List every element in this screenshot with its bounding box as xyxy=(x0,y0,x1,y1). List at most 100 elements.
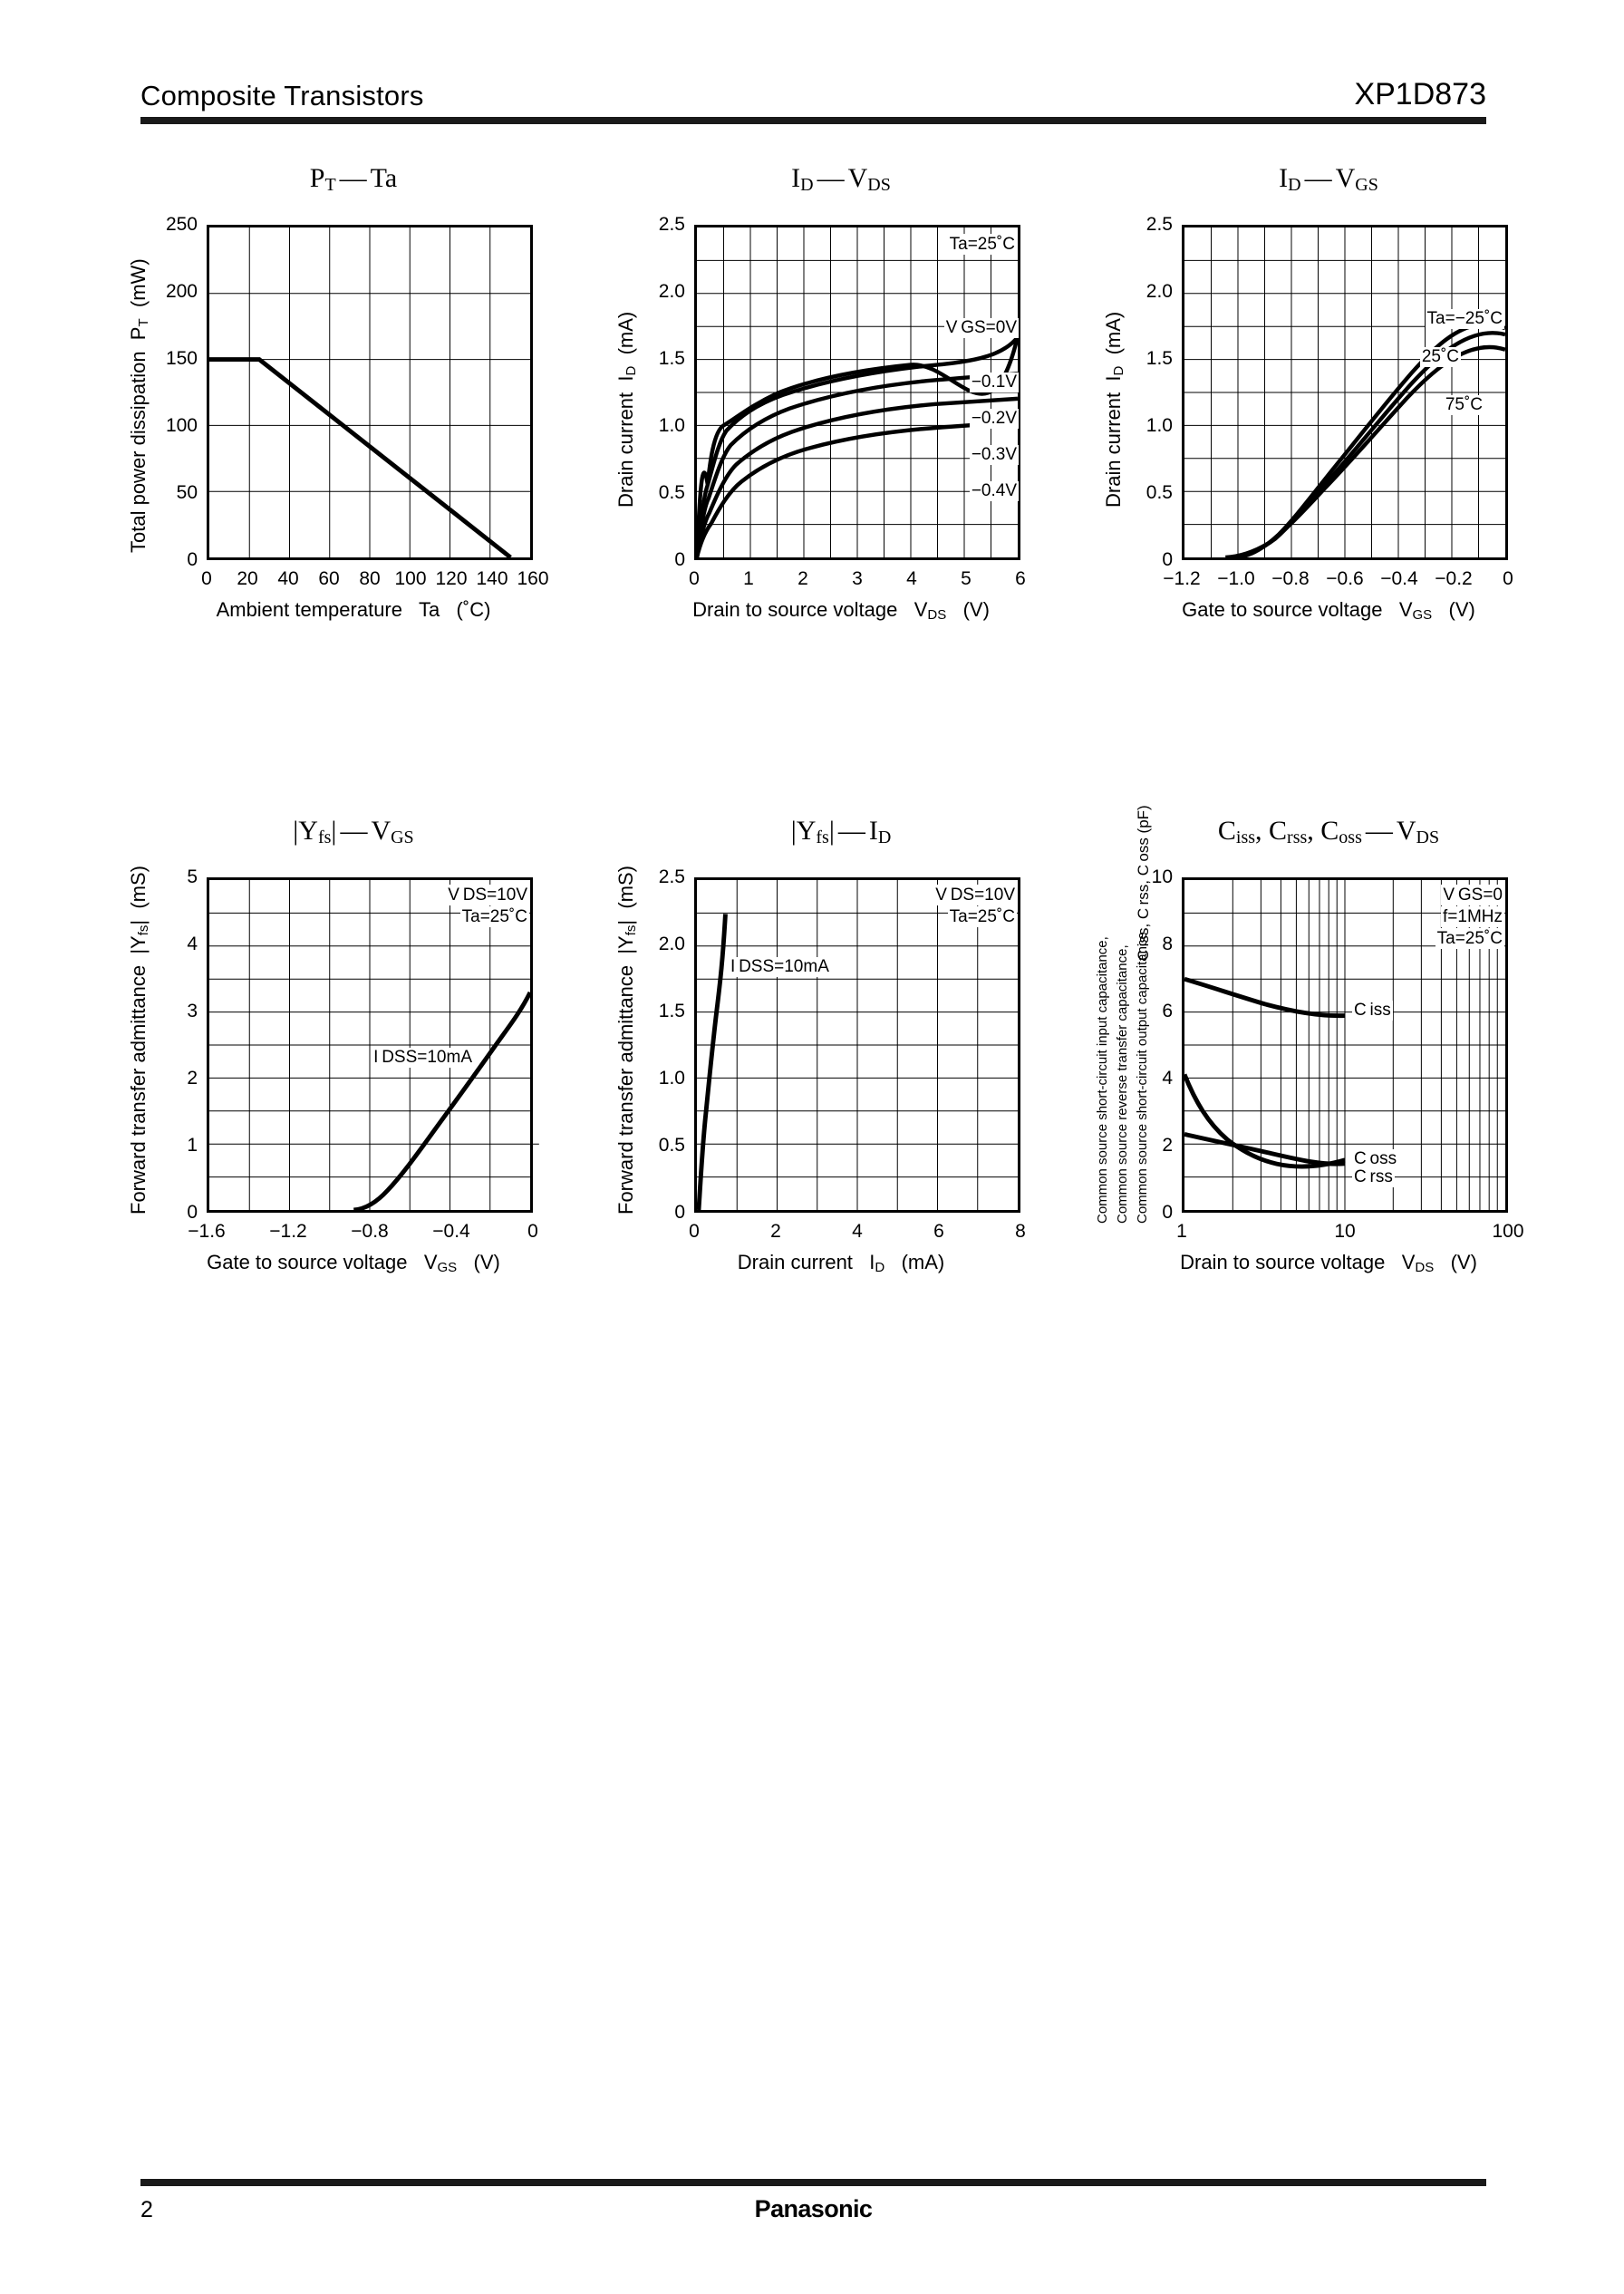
chart-pt-ta: PT — Ta Total power dissipation PT (mW) xyxy=(100,145,607,779)
y-tick: 2.0 xyxy=(658,934,685,954)
x-tick: −0.4 xyxy=(432,1221,470,1242)
y-tick: 2.5 xyxy=(658,866,685,887)
x-tick: 5 xyxy=(961,568,972,589)
page-number: 2 xyxy=(140,2197,153,2222)
plot-svg-capacitance xyxy=(1182,880,1505,1210)
x-tick: 4 xyxy=(906,568,917,589)
plot-svg-yfs-vgs xyxy=(209,880,539,1213)
x-tick: 2 xyxy=(770,1221,781,1242)
x-tick: −1.2 xyxy=(1163,568,1201,589)
x-tick: −1.6 xyxy=(188,1221,226,1242)
plot-svg-yfs-id xyxy=(696,880,1018,1211)
y-tick: 2 xyxy=(187,1068,198,1089)
y-axis-title-id-vds: Drain current ID (mA) xyxy=(614,311,639,508)
x-tick: −1.2 xyxy=(269,1221,307,1242)
y-tick: 0.5 xyxy=(1146,482,1173,503)
y-tick: 4 xyxy=(187,934,198,954)
y-tick: 0 xyxy=(1162,549,1173,570)
chart-id-vds: ID — VDS Drain current ID (mA) xyxy=(587,145,1095,779)
chart-yfs-id: |Yfs| — ID Forward transfer admittance |Yf… xyxy=(587,798,1095,1432)
x-tick: 20 xyxy=(237,568,258,589)
x-tick: 3 xyxy=(852,568,863,589)
x-tick: −0.8 xyxy=(1271,568,1310,589)
x-axis-title-yfs-vgs: Gate to source voltage VGS (V) xyxy=(207,1251,500,1275)
page-header: Composite Transistors XP1D873 xyxy=(140,77,1486,124)
x-tick: 10 xyxy=(1334,1221,1356,1242)
chart-title-id-vds: ID — VDS xyxy=(791,163,891,195)
annotation-ta: Ta=25˚C xyxy=(459,906,529,928)
company-logo: Panasonic xyxy=(754,2195,873,2222)
chart-title-pt-ta: PT — Ta xyxy=(309,163,398,195)
y-tick: 1.5 xyxy=(658,1001,685,1021)
plot-svg-pt-ta xyxy=(209,227,530,559)
chart-capacitance-vds: Ciss, Crss, Coss — VDS Common source short… xyxy=(1075,798,1582,1432)
x-tick: −0.6 xyxy=(1326,568,1364,589)
y-tick: 0 xyxy=(1162,1202,1173,1223)
curve-label-idss: I DSS=10mA xyxy=(729,957,831,977)
plot-svg-id-vgs xyxy=(1184,227,1506,560)
y-axis-label-line1: Common source short-circuit input capaci… xyxy=(1095,936,1110,1224)
plot-area-id-vgs: 0 0.5 1.0 1.5 2.0 2.5 −1.2 −1.0 −0.8 −0.… xyxy=(1146,214,1513,589)
chart-title-yfs-vgs: |Yfs| — VGS xyxy=(293,816,414,847)
y-tick: 1 xyxy=(187,1135,198,1156)
x-tick: 160 xyxy=(517,568,549,589)
x-tick: 6 xyxy=(1015,568,1026,589)
y-tick: 10 xyxy=(1151,866,1173,887)
chart-yfs-vgs: |Yfs| — VGS Forward transfer admittance |Y… xyxy=(100,798,607,1432)
plot-area-capacitance: 0 2 4 6 8 10 1 10 100 V GS=0 f=1MHz Ta=2… xyxy=(1152,866,1524,1242)
x-tick: 120 xyxy=(435,568,468,589)
y-tick: 5 xyxy=(187,866,198,887)
x-axis-title-yfs-id: Drain current ID (mA) xyxy=(737,1251,945,1275)
x-tick: −0.2 xyxy=(1435,568,1473,589)
chart-row-1: PT — Ta Total power dissipation PT (mW) xyxy=(0,145,1624,798)
y-tick: 3 xyxy=(187,1001,198,1021)
curve-label-vgs03: −0.3V xyxy=(969,445,1019,465)
y-tick: 2.0 xyxy=(1146,281,1173,302)
curve-label-vgs02: −0.2V xyxy=(969,409,1019,429)
y-axis-label-line2: Common source reverse transfer capacitan… xyxy=(1115,944,1130,1224)
page-footer: 2 Panasonic xyxy=(140,2179,1486,2231)
x-axis-title-pt-ta: Ambient temperature Ta (˚C) xyxy=(216,598,491,621)
y-tick: 0.5 xyxy=(658,482,685,503)
y-axis-symbols: C iss, C rss, C oss (pF) xyxy=(1135,805,1152,961)
y-tick: 0 xyxy=(187,1202,198,1223)
y-tick: 1.0 xyxy=(1146,415,1173,436)
chart-title-id-vgs: ID — VGS xyxy=(1279,163,1378,195)
y-tick: 0 xyxy=(674,1202,685,1223)
x-tick: 6 xyxy=(933,1221,944,1242)
x-tick: 1 xyxy=(743,568,754,589)
x-tick: −0.4 xyxy=(1380,568,1418,589)
x-tick: 60 xyxy=(318,568,340,589)
x-tick: 140 xyxy=(476,568,508,589)
y-tick: 4 xyxy=(1162,1068,1173,1089)
title-symbol-2: Ta xyxy=(370,163,398,193)
x-tick: 0 xyxy=(527,1221,538,1242)
curve-label-idss: I DSS=10mA xyxy=(372,1048,474,1068)
curve-label-vgs01: −0.1V xyxy=(969,373,1019,392)
footer-divider xyxy=(140,2179,1486,2186)
y-tick: 8 xyxy=(1162,934,1173,954)
y-axis-title-yfs-vgs: Forward transfer admittance |Yfs| (mS) xyxy=(127,865,151,1215)
annotation-freq: f=1MHz xyxy=(1441,906,1504,928)
chart-row-2: |Yfs| — VGS Forward transfer admittance |Y… xyxy=(0,798,1624,1450)
header-divider xyxy=(140,117,1486,124)
x-tick: 2 xyxy=(798,568,808,589)
x-tick: 0 xyxy=(201,568,212,589)
x-axis-title-id-vgs: Gate to source voltage VGS (V) xyxy=(1182,598,1475,623)
x-axis-title-id-vds: Drain to source voltage VDS (V) xyxy=(692,598,990,623)
x-tick: 0 xyxy=(689,1221,700,1242)
title-subscript: T xyxy=(324,175,336,195)
plot-svg-id-vds xyxy=(694,227,1020,558)
x-tick: 100 xyxy=(394,568,427,589)
y-axis-title-id-vgs: Drain current ID (mA) xyxy=(1102,311,1126,508)
y-tick: 2 xyxy=(1162,1135,1173,1156)
chart-title-yfs-id: |Yfs| — ID xyxy=(790,816,892,847)
y-axis-label-line3: Common source short-circuit output capac… xyxy=(1135,932,1150,1224)
y-tick: 1.0 xyxy=(658,1068,685,1089)
plot-area-pt-ta: 0 50 100 150 200 250 0 20 40 60 80 100 1… xyxy=(166,214,549,589)
y-tick: 200 xyxy=(165,281,198,302)
x-tick: 80 xyxy=(359,568,381,589)
plot-area-yfs-vgs: 0 1 2 3 4 5 −1.6 −1.2 −0.8 −0.4 0 V DS=1… xyxy=(187,866,539,1242)
chart-id-vgs: ID — VGS Drain current ID (mA) xyxy=(1075,145,1582,779)
